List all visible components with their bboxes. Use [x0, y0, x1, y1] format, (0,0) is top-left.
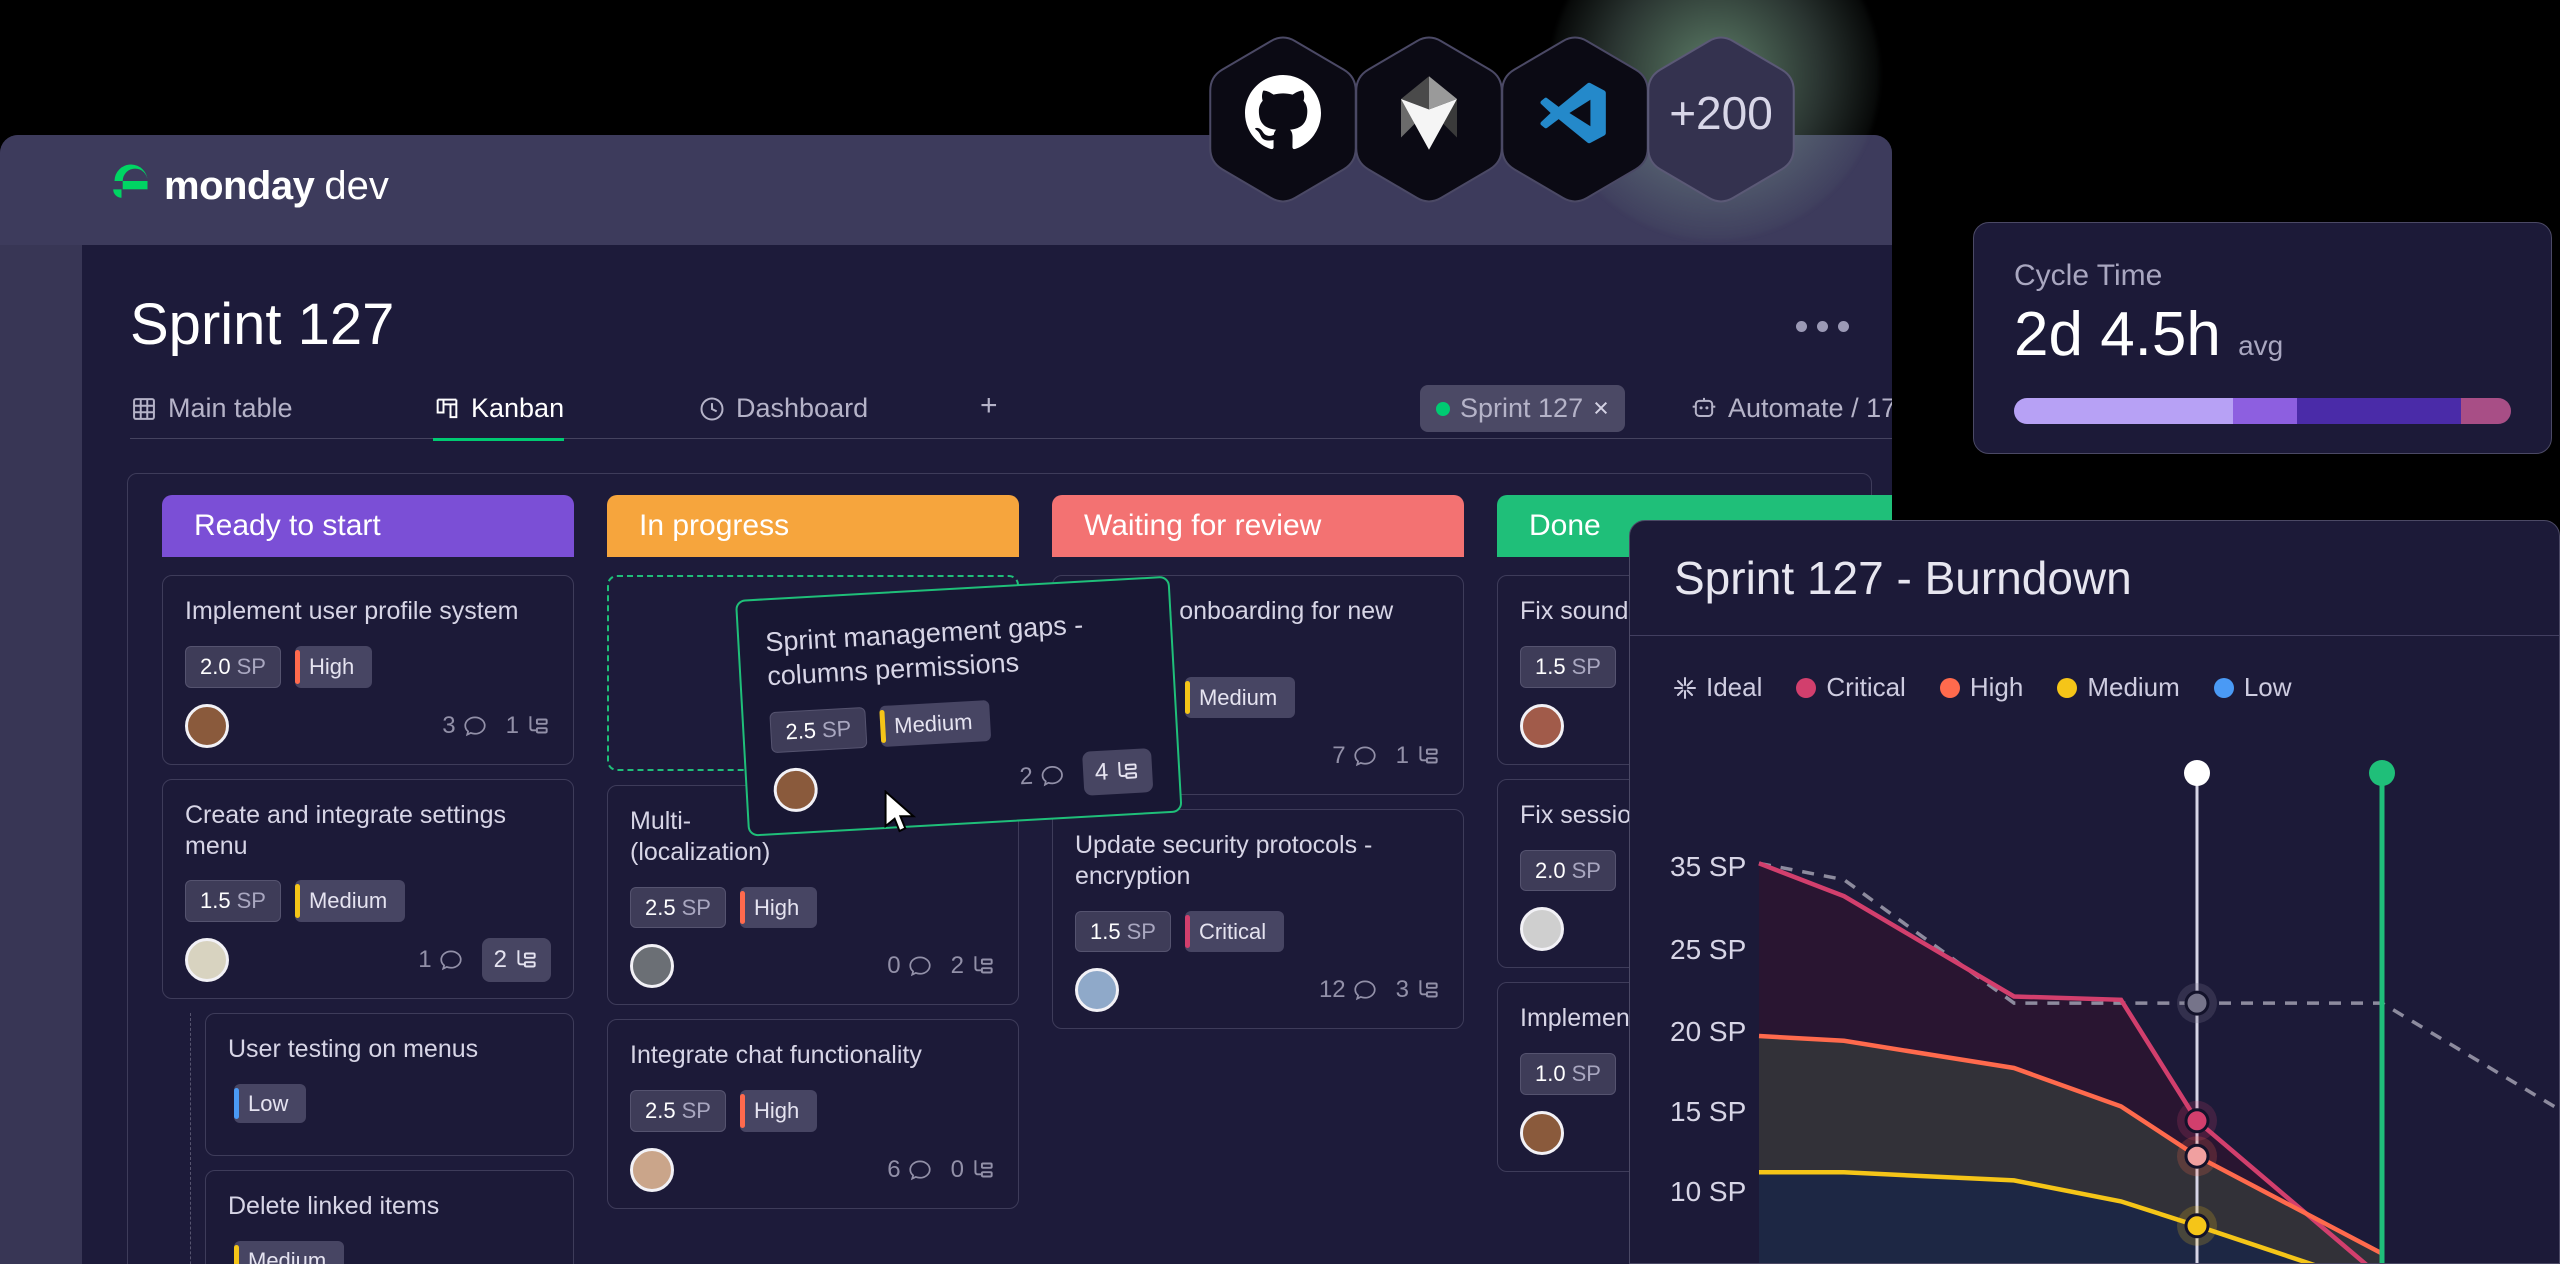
svg-text:35 SP: 35 SP [1670, 851, 1746, 882]
svg-text:10 SP: 10 SP [1670, 1176, 1746, 1207]
svg-text:15 SP: 15 SP [1670, 1096, 1746, 1127]
svg-text:5 SP: 5 SP [1670, 1258, 1731, 1264]
svg-text:25 SP: 25 SP [1670, 934, 1746, 965]
svg-text:20 SP: 20 SP [1670, 1016, 1746, 1047]
